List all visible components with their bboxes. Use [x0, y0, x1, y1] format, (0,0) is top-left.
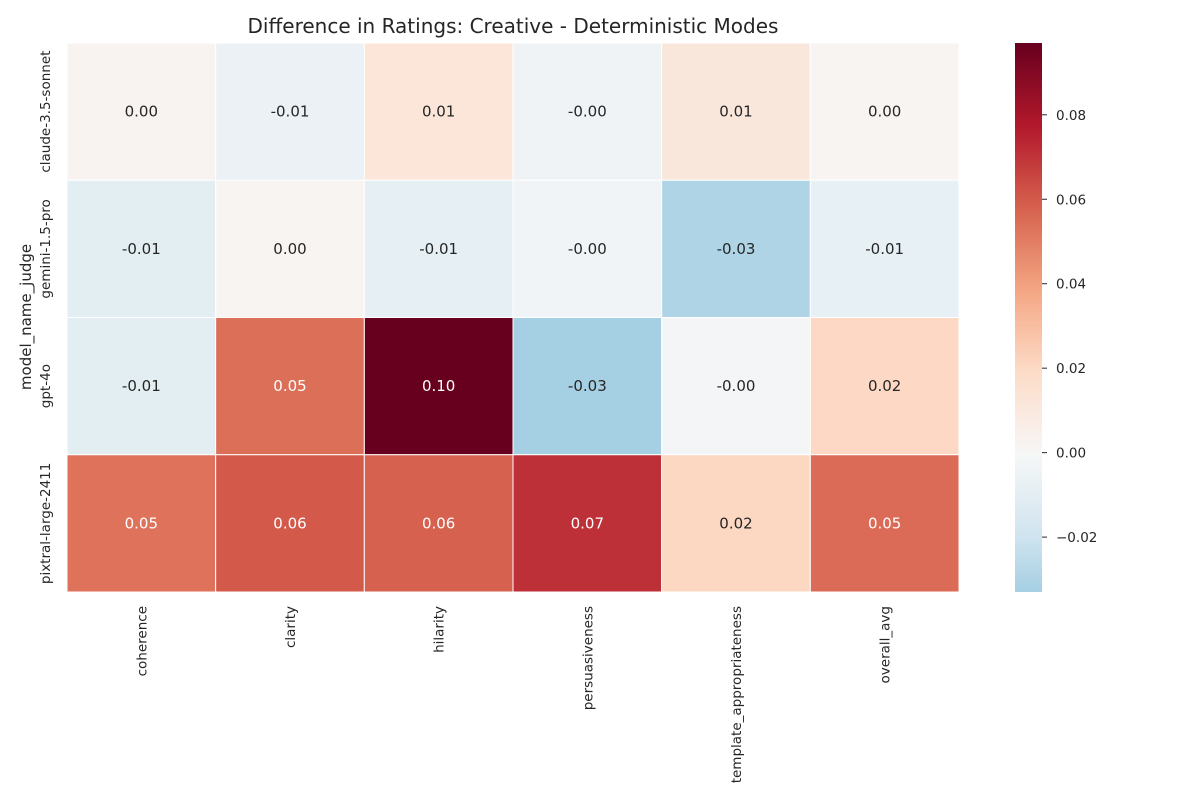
column-tick-label: clarity	[283, 606, 299, 648]
heatmap-cell	[809, 42, 960, 181]
y-axis-title: model_name_judge	[17, 244, 36, 390]
row-tick-labels: claude-3.5-sonnet gemini-1.5-pro gpt-4o pix…	[38, 51, 54, 585]
heatmap-cell	[363, 317, 514, 456]
heatmap-cell	[661, 454, 811, 593]
cell-value-label: 0.01	[719, 103, 752, 121]
column-tick-label: template_appropriateness	[729, 606, 745, 783]
heatmap-cell	[809, 317, 960, 456]
heatmap-cell	[512, 317, 663, 456]
colorbar-tick-label: −0.02	[1056, 530, 1097, 546]
heatmap-cell	[215, 179, 365, 318]
column-tick-label: overall_avg	[878, 606, 894, 683]
colorbar-tick-label: 0.08	[1056, 108, 1086, 124]
cell-value-label: -0.01	[271, 103, 310, 121]
row-tick-label: gpt-4o	[38, 364, 54, 408]
heatmap-cell	[512, 179, 663, 318]
cell-value-label: 0.02	[868, 377, 901, 395]
colorbar-tick-label: 0.04	[1056, 277, 1086, 293]
cell-value-label: -0.01	[122, 240, 161, 258]
cell-value-label: 0.06	[273, 514, 306, 532]
cell-value-label: 0.05	[273, 377, 306, 395]
row-tick-label: claude-3.5-sonnet	[38, 51, 54, 173]
heatmap-cell	[66, 454, 217, 593]
heatmap-cell	[66, 42, 217, 181]
row-tick-label: gemini-1.5-pro	[38, 199, 54, 298]
cell-value-label: 0.00	[273, 240, 306, 258]
cell-value-label: -0.01	[865, 240, 904, 258]
colorbar-tick-label: 0.02	[1056, 361, 1086, 377]
colorbar-gradient	[1015, 43, 1042, 592]
heatmap-cell	[363, 454, 514, 593]
heatmap-cell	[809, 454, 960, 593]
column-tick-label: persuasiveness	[580, 606, 596, 710]
heatmap-cell	[661, 42, 811, 181]
colorbar-tick-label: 0.06	[1056, 192, 1086, 208]
heatmap-cell	[512, 454, 663, 593]
heatmap-cells	[66, 42, 960, 593]
cell-value-label: 0.02	[719, 514, 752, 532]
cell-value-label: -0.01	[419, 240, 458, 258]
heatmap-cell	[215, 454, 365, 593]
chart-title: Difference in Ratings: Creative - Determ…	[248, 14, 779, 38]
cell-value-label: -0.03	[568, 377, 607, 395]
heatmap-cell	[215, 317, 365, 456]
heatmap-cell-labels: 0.00 -0.01 0.01 -0.00 0.01 0.00 -0.01 0.00 -0.01…	[122, 103, 904, 533]
heatmap-cell	[363, 42, 514, 181]
column-tick-label: coherence	[134, 606, 150, 676]
column-tick-label: hilarity	[432, 606, 448, 653]
cell-value-label: 0.07	[571, 514, 604, 532]
cell-value-label: 0.00	[125, 103, 158, 121]
colorbar-tick-label: 0.00	[1056, 446, 1086, 462]
colorbar: −0.02 0.00 0.02 0.04 0.06 0.08	[1015, 43, 1097, 592]
row-tick-label: pixtral-large-2411	[38, 463, 54, 585]
heatmap-cell	[66, 317, 217, 456]
cell-value-label: 0.01	[422, 103, 455, 121]
cell-value-label: 0.05	[868, 514, 901, 532]
cell-value-label: -0.00	[568, 103, 607, 121]
cell-value-label: -0.00	[568, 240, 607, 258]
cell-value-label: 0.06	[422, 514, 455, 532]
heatmap-cell	[661, 317, 811, 456]
column-tick-labels: coherence clarity hilarity persuasiveness te…	[134, 606, 893, 783]
cell-value-label: -0.00	[717, 377, 756, 395]
heatmap-cell	[215, 42, 365, 181]
cell-value-label: -0.01	[122, 377, 161, 395]
cell-value-label: -0.03	[717, 240, 756, 258]
heatmap-cell	[809, 179, 960, 318]
cell-value-label: 0.10	[422, 377, 455, 395]
heatmap-cell	[512, 42, 663, 181]
cell-value-label: 0.00	[868, 103, 901, 121]
cell-value-label: 0.05	[125, 514, 158, 532]
